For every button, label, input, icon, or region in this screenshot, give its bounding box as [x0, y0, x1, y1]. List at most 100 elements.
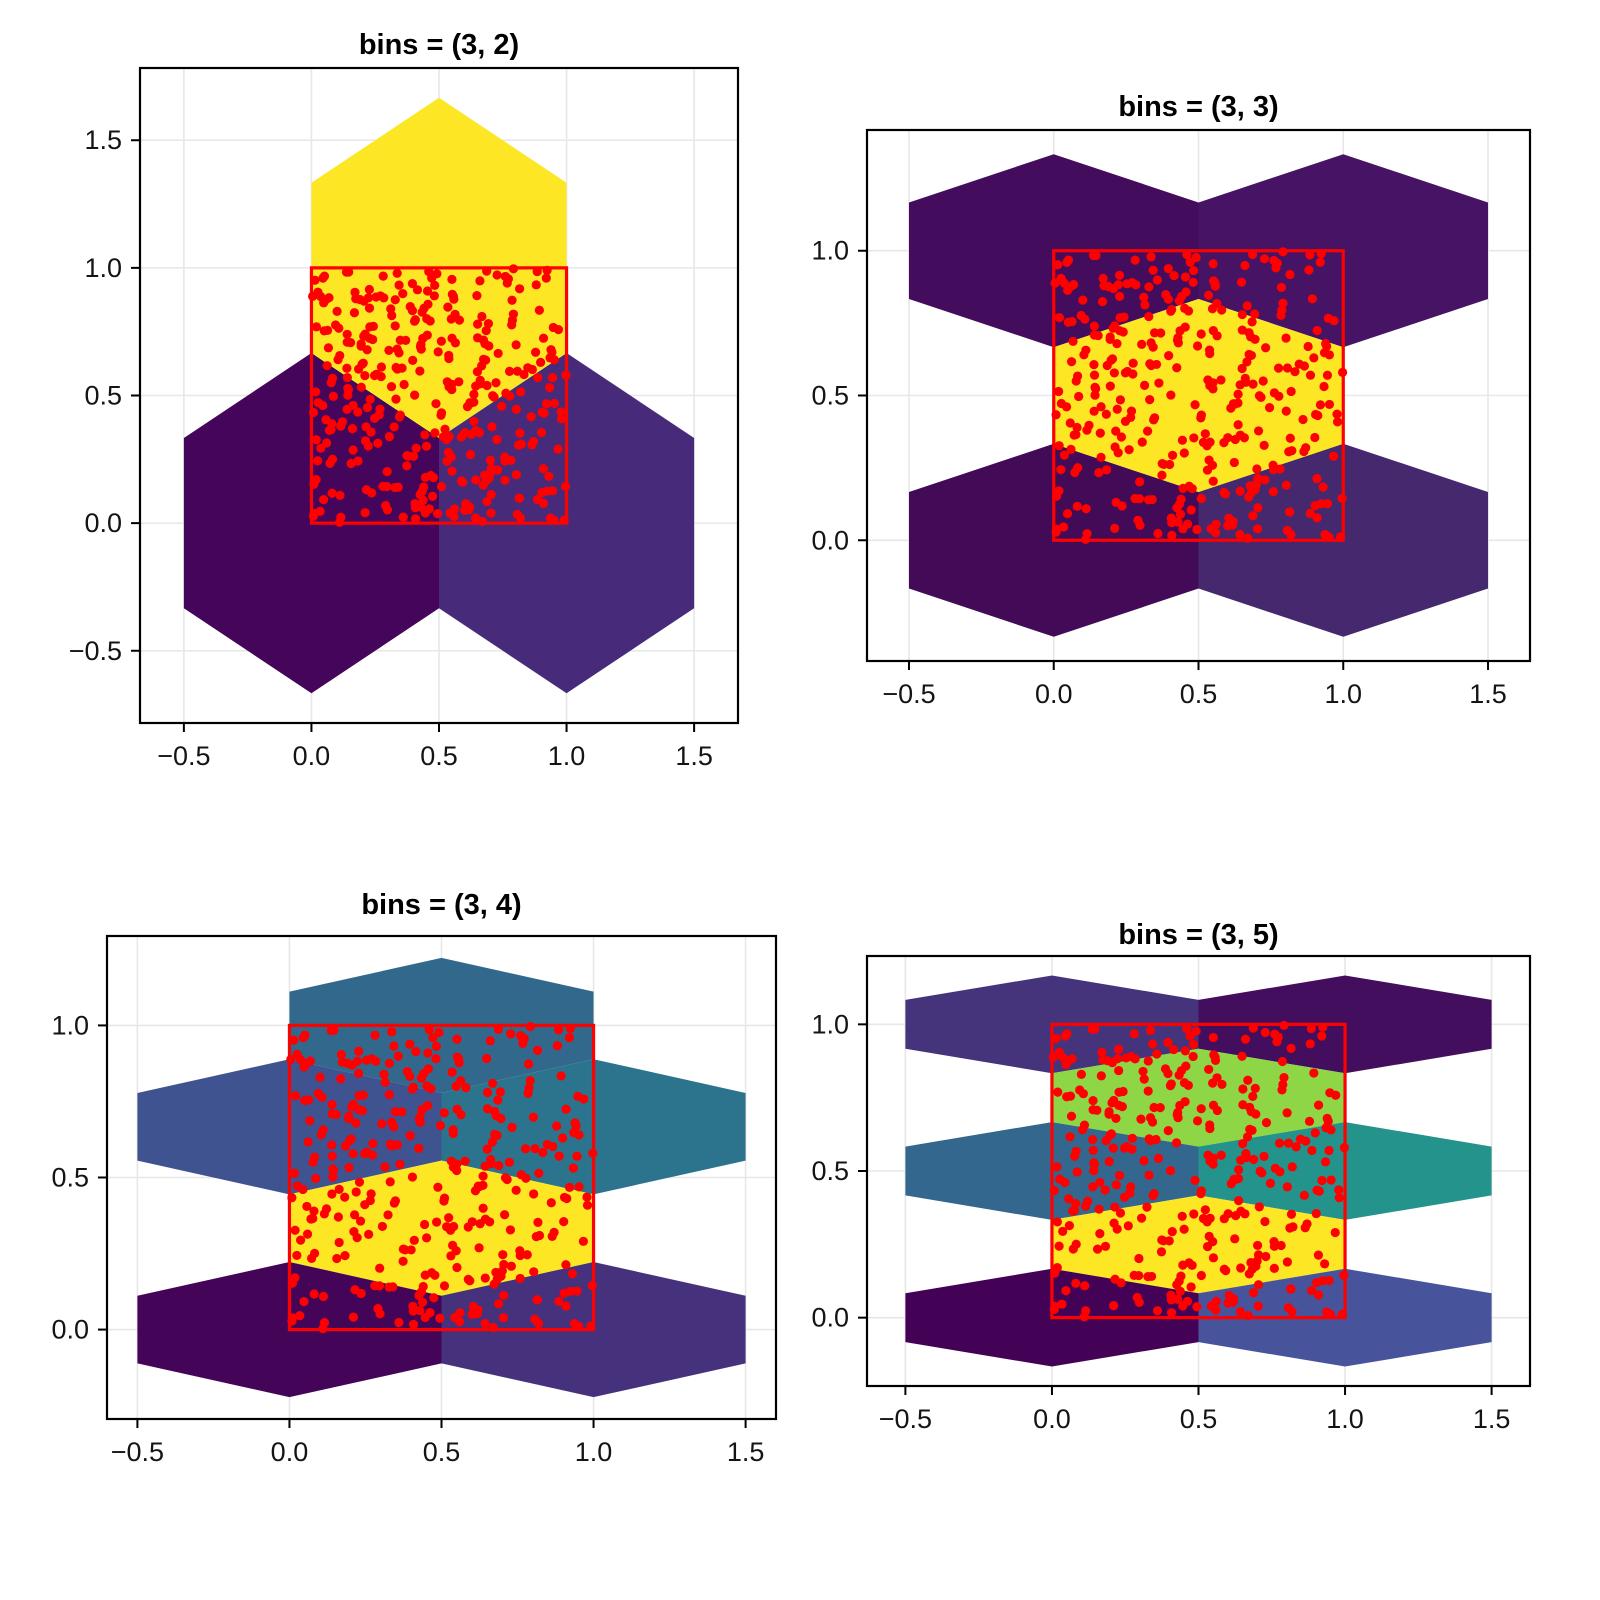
scatter-point — [424, 1025, 434, 1035]
scatter-point — [315, 506, 325, 517]
scatter-point — [1312, 513, 1322, 523]
scatter-point — [1188, 1039, 1199, 1050]
scatter-point — [1250, 484, 1260, 495]
scatter-point — [410, 514, 421, 524]
scatter-point — [488, 1322, 498, 1333]
scatter-point — [1061, 402, 1072, 412]
scatter-point — [1312, 325, 1322, 336]
scatter-point — [1167, 450, 1178, 460]
scatter-point — [1219, 487, 1229, 498]
scatter-point — [321, 1204, 332, 1214]
scatter-point — [1331, 1090, 1341, 1100]
scatter-point — [394, 280, 404, 290]
scatter-point — [391, 394, 401, 404]
scatter-point — [408, 1301, 418, 1311]
scatter-point — [1202, 465, 1213, 475]
panel-title-bins-3-5: bins = (3, 5) — [1118, 919, 1279, 951]
scatter-point — [1208, 1032, 1218, 1043]
scatter-point — [1269, 1237, 1279, 1247]
scatter-point — [532, 1045, 543, 1055]
scatter-point — [529, 1267, 539, 1277]
scatter-point — [333, 1212, 343, 1222]
scatter-point — [1081, 345, 1091, 355]
x-tick-label: −0.5 — [879, 1404, 932, 1434]
scatter-point — [1056, 465, 1066, 475]
scatter-point — [1238, 1139, 1248, 1149]
scatter-point — [1188, 277, 1198, 288]
scatter-point — [1312, 1185, 1322, 1195]
scatter-point — [1286, 386, 1296, 397]
scatter-point — [556, 407, 566, 417]
scatter-point — [1192, 1302, 1202, 1312]
scatter-point — [395, 410, 405, 420]
scatter-point — [295, 1311, 305, 1321]
scatter-point — [407, 279, 418, 289]
scatter-point — [466, 398, 476, 408]
scatter-point — [310, 275, 320, 285]
scatter-point — [1241, 377, 1251, 387]
scatter-point — [1106, 1129, 1117, 1139]
scatter-point — [1320, 1259, 1330, 1269]
scatter-point — [466, 429, 477, 439]
scatter-point — [1142, 426, 1153, 436]
scatter-point — [1246, 350, 1257, 361]
scatter-point — [1286, 529, 1296, 540]
scatter-point — [422, 286, 433, 296]
scatter-point — [1140, 300, 1150, 310]
scatter-point — [1324, 1145, 1334, 1156]
scatter-point — [308, 407, 319, 418]
scatter-point — [308, 511, 319, 521]
scatter-point — [1146, 1136, 1156, 1146]
scatter-point — [1250, 1083, 1260, 1093]
scatter-point — [1304, 265, 1314, 275]
scatter-point — [387, 1117, 397, 1127]
scatter-point — [1088, 1182, 1098, 1192]
scatter-point — [532, 266, 542, 277]
scatter-point — [1335, 532, 1346, 542]
scatter-point — [446, 1251, 456, 1261]
scatter-point — [422, 1233, 432, 1243]
scatter-point — [574, 1182, 584, 1192]
scatter-point — [431, 399, 441, 409]
scatter-point — [405, 301, 415, 312]
scatter-point — [1053, 1087, 1063, 1097]
scatter-point — [1219, 437, 1229, 448]
scatter-point — [318, 273, 328, 283]
scatter-point — [1089, 321, 1099, 331]
scatter-point — [482, 1087, 493, 1098]
scatter-point — [572, 1286, 582, 1296]
scatter-point — [1081, 504, 1091, 514]
scatter-point — [1053, 260, 1063, 270]
scatter-point — [1116, 432, 1127, 442]
scatter-point — [537, 488, 547, 498]
scatter-point — [1269, 255, 1279, 266]
scatter-point — [1076, 310, 1086, 321]
scatter-point — [529, 1189, 539, 1199]
scatter-point — [380, 1162, 390, 1172]
scatter-point — [1149, 1188, 1159, 1199]
scatter-point — [1050, 278, 1060, 288]
scatter-point — [1109, 368, 1119, 378]
scatter-point — [417, 1104, 427, 1115]
scatter-point — [1139, 292, 1149, 302]
scatter-point — [1310, 501, 1320, 511]
scatter-point — [1070, 467, 1080, 478]
scatter-point — [1241, 1152, 1252, 1163]
scatter-point — [1309, 353, 1319, 363]
scatter-point — [373, 438, 383, 448]
scatter-point — [556, 1071, 566, 1081]
scatter-point — [1290, 367, 1300, 377]
scatter-point — [1124, 445, 1134, 455]
x-tick-label: 0.5 — [1180, 679, 1218, 709]
scatter-point — [1188, 1051, 1198, 1062]
scatter-point — [399, 379, 409, 390]
scatter-point — [1165, 459, 1175, 470]
scatter-point — [556, 414, 567, 424]
scatter-point — [533, 373, 543, 383]
scatter-point — [434, 1027, 444, 1038]
scatter-point — [484, 473, 494, 484]
scatter-point — [1089, 406, 1099, 416]
scatter-point — [530, 1144, 540, 1154]
scatter-point — [327, 1099, 337, 1110]
scatter-point — [1206, 524, 1216, 534]
